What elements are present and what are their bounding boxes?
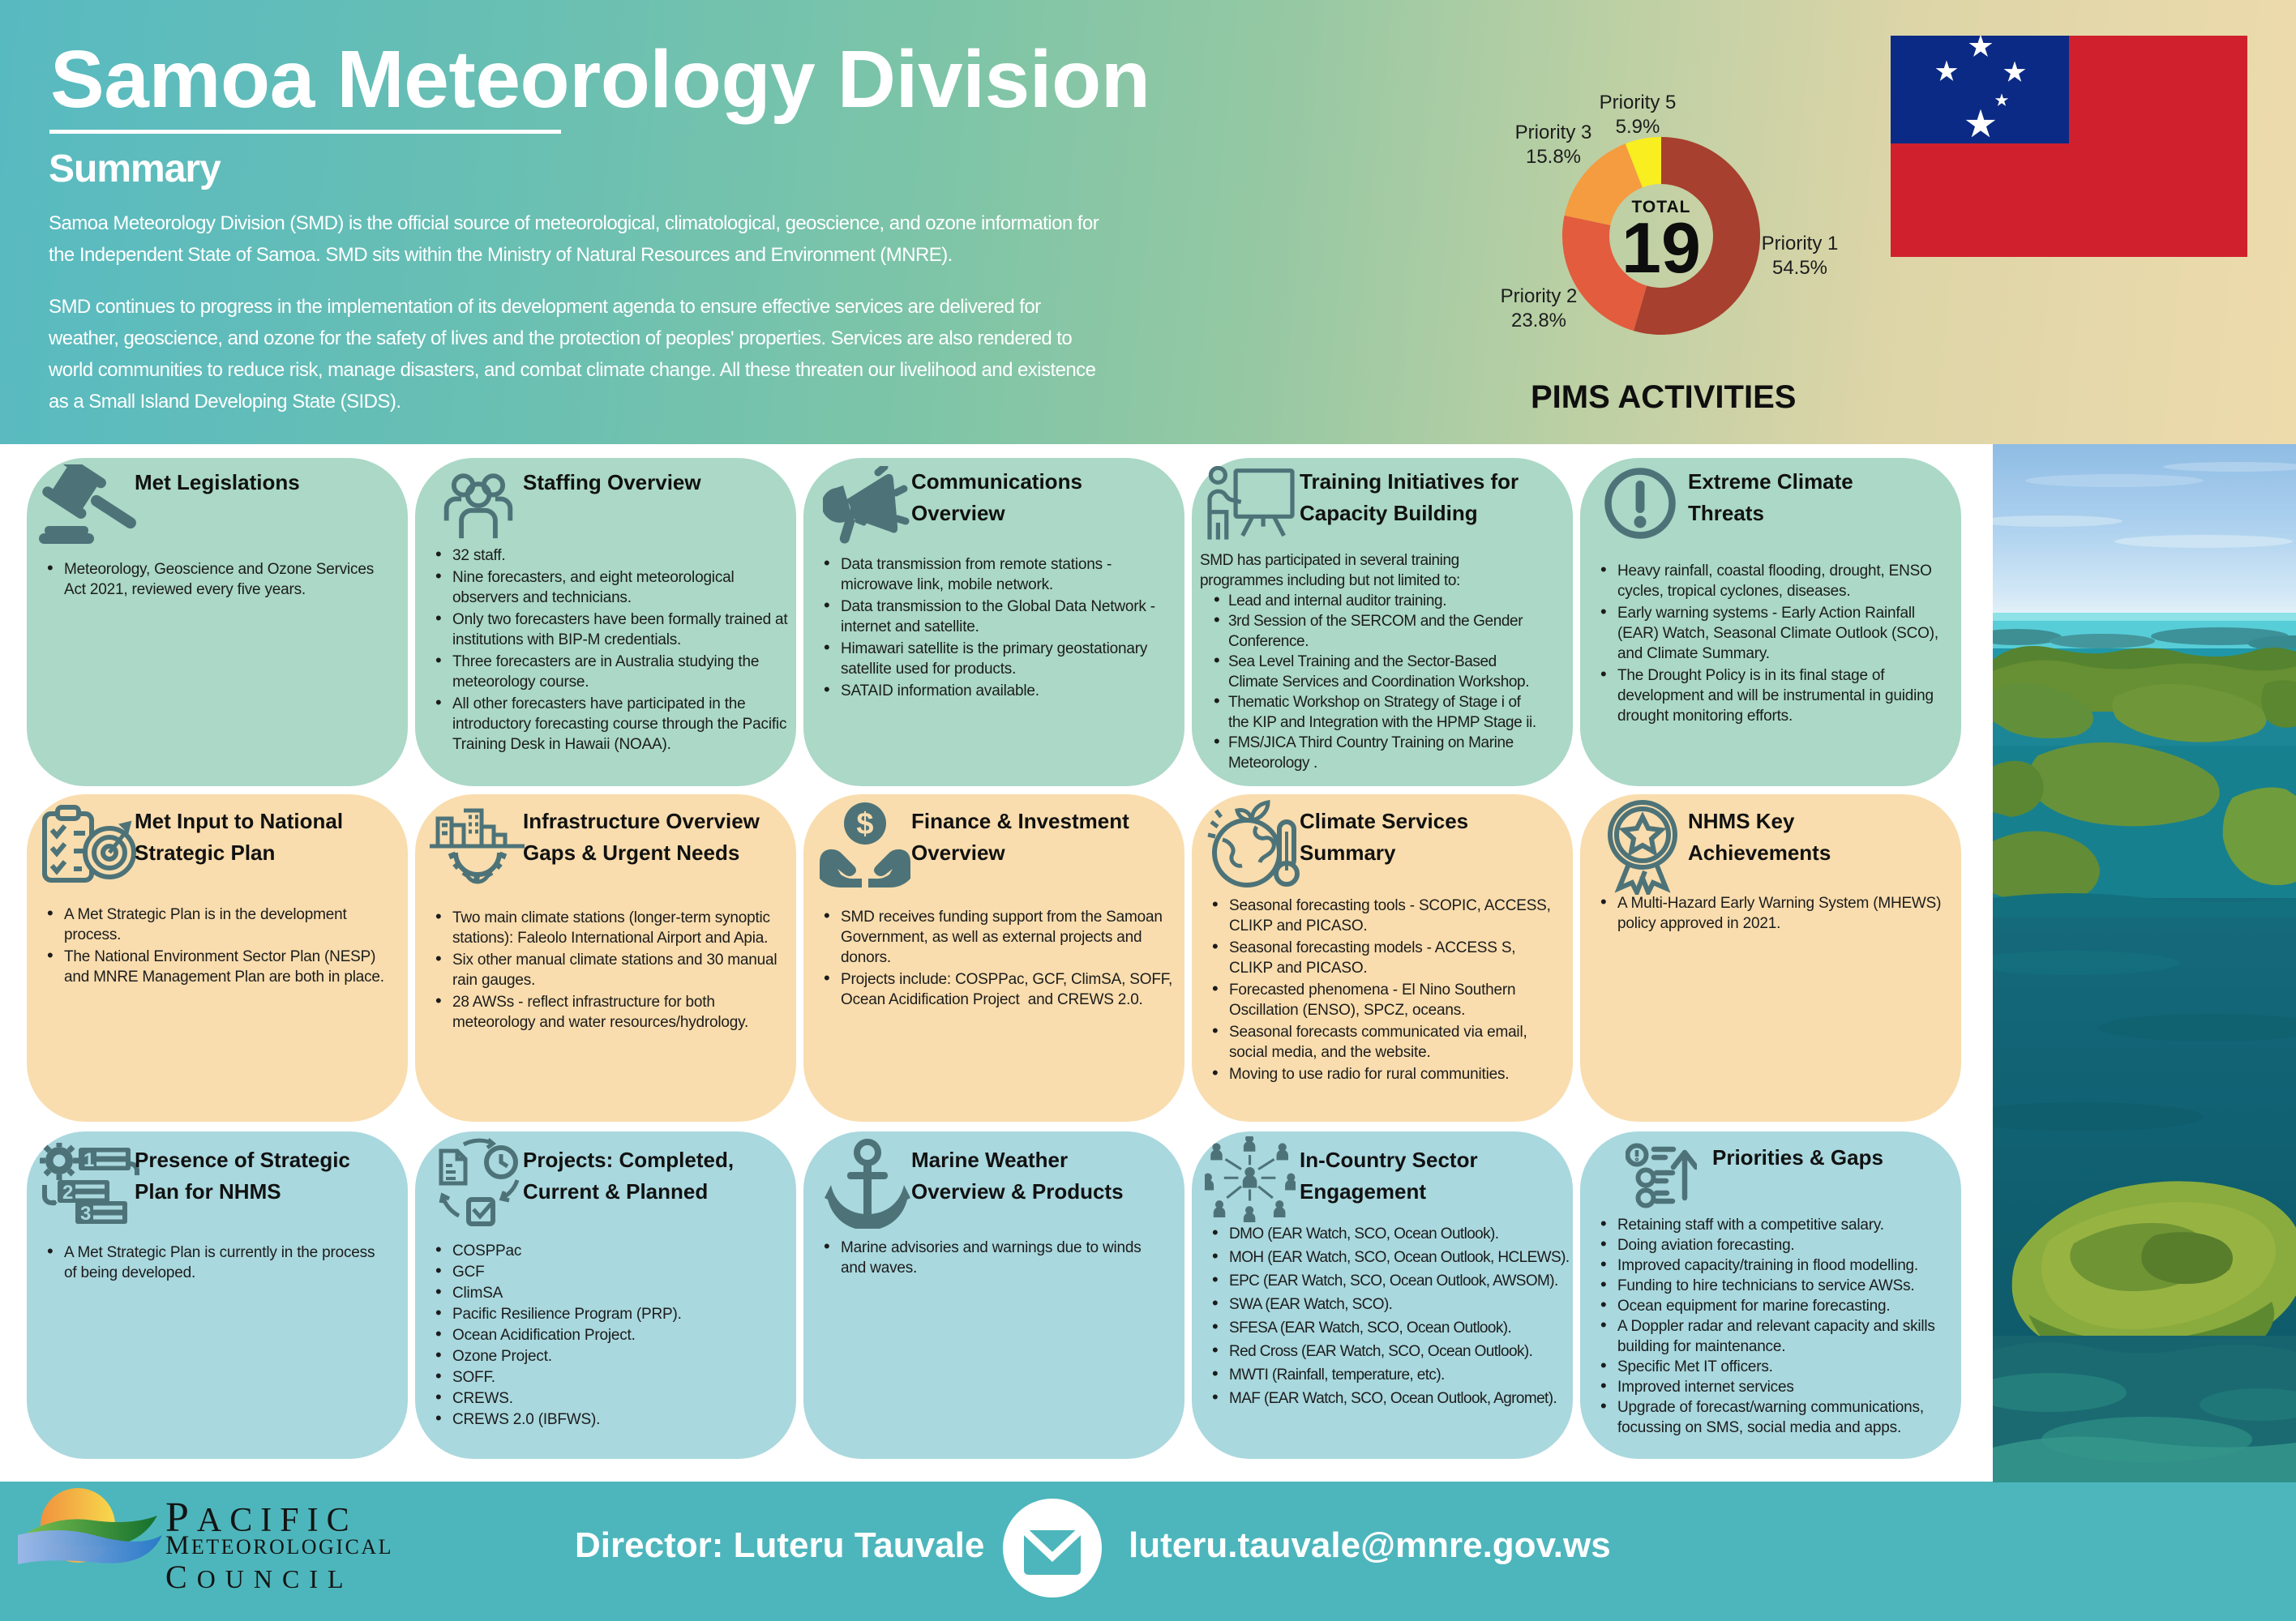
svg-text:2: 2	[62, 1182, 73, 1204]
svg-text:1: 1	[84, 1149, 94, 1171]
svg-text:$: $	[856, 807, 873, 841]
svg-text:3: 3	[80, 1203, 91, 1224]
